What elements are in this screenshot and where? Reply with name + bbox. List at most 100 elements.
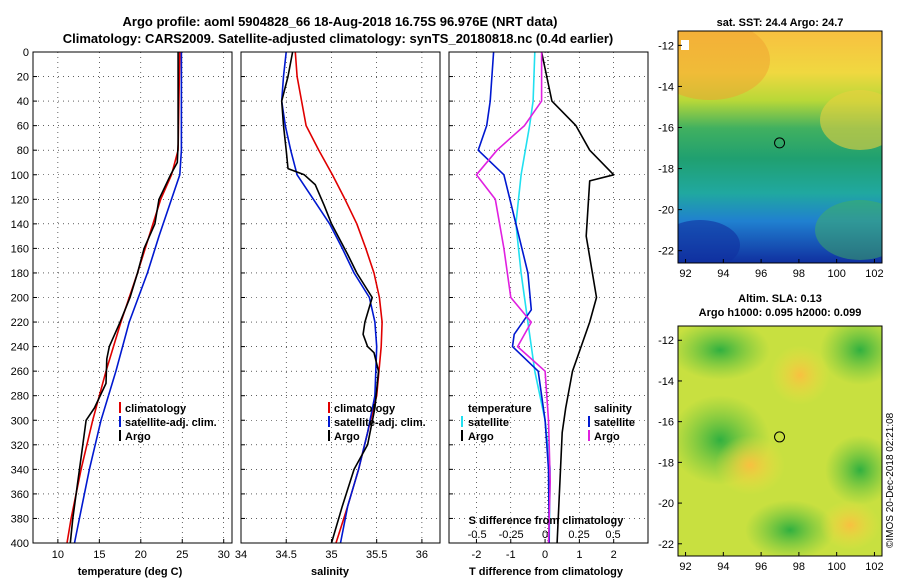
- lat-tick-label: -22: [658, 246, 674, 258]
- salinity-legend: climatology satellite-adj. clim. Argo: [328, 402, 426, 443]
- lon-tick-label: 98: [793, 561, 805, 573]
- lat-tick-label: -18: [658, 164, 674, 176]
- x-tick-label: -2: [472, 549, 482, 561]
- depth-tick-label: 100: [11, 170, 29, 182]
- s-diff-tick-label: -0.5: [468, 529, 487, 541]
- x-tick-label: 15: [93, 549, 105, 561]
- sla-low-patch: [820, 326, 882, 385]
- lat-tick-label: -14: [658, 81, 674, 93]
- depth-tick-label: 60: [17, 121, 29, 133]
- series-line-satellite-adj-clim-: [280, 51, 378, 544]
- depth-tick-label: 220: [11, 317, 29, 329]
- lon-tick-label: 102: [865, 561, 883, 573]
- salinity-axes-box: [240, 51, 441, 544]
- depth-tick-label: 340: [11, 464, 29, 476]
- temperature-panel: 10 15 20 25 30 temperature (deg C) climatolo…: [32, 51, 233, 578]
- lon-tick-label: 100: [827, 268, 845, 280]
- figure-subtitle: Climatology: CARS2009. Satellite-adjuste…: [63, 31, 614, 46]
- sla-map-frame: [677, 325, 883, 557]
- sst-map: sat. SST: 24.4 Argo: 24.7 -12 -14 -16 -18 -2…: [658, 17, 884, 280]
- legend-climatology: climatology: [334, 403, 396, 415]
- sla-lat-ticks: -12 -14 -16 -18 -20 -22: [658, 335, 682, 551]
- sla-map-title: Altim. SLA: 0.13: [738, 293, 822, 305]
- s-diff-tick-label: -0.25: [499, 529, 524, 541]
- sst-cool-patch: [815, 200, 882, 260]
- x-tick-label: 34: [235, 549, 247, 561]
- salinity-xlabel: salinity: [311, 566, 350, 578]
- temperature-grid: [33, 51, 232, 544]
- depth-tick-label: 120: [11, 194, 29, 206]
- sla-map-subtitle: Argo h1000: 0.095 h2000: 0.099: [699, 307, 862, 319]
- sst-warm-patch: [678, 31, 770, 100]
- salinity-panel: 34 34.5 35 35.5 36 salinity climatology sate…: [235, 51, 441, 578]
- s-diff-tick-label: 0: [542, 529, 548, 541]
- sst-land-mask: [681, 40, 689, 50]
- argo-location-marker: [774, 431, 786, 443]
- series-line-argo: [280, 51, 380, 544]
- lat-tick-label: -18: [658, 457, 674, 469]
- x-tick-label: 1: [576, 549, 582, 561]
- temperature-series: [66, 51, 183, 544]
- salinity-x-ticks: 34 34.5 35 35.5 36: [235, 549, 428, 561]
- temperature-x-ticks: 10 15 20 25 30: [52, 549, 230, 561]
- sst-cold-patch: [678, 220, 740, 263]
- legend-climatology: climatology: [125, 403, 187, 415]
- salinity-series: [280, 51, 383, 544]
- legend-s-argo: Argo: [594, 431, 620, 443]
- x-tick-label: 20: [135, 549, 147, 561]
- lon-tick-label: 98: [793, 268, 805, 280]
- legend-t-argo: Argo: [468, 431, 494, 443]
- sla-high-patch: [820, 500, 880, 550]
- x-tick-label: 35: [325, 549, 337, 561]
- difference-series: [475, 51, 615, 544]
- depth-tick-label: 320: [11, 440, 29, 452]
- x-tick-label: 30: [218, 549, 230, 561]
- depth-tick-label: 40: [17, 96, 29, 108]
- temperature-axes-box: [32, 51, 233, 544]
- s-difference-ticks: -0.5 -0.25 0 0.25 0.5: [468, 529, 621, 541]
- legend-s-satellite: satellite: [594, 417, 635, 429]
- sst-map-frame: [677, 30, 883, 264]
- depth-tick-label: 280: [11, 391, 29, 403]
- difference-x-ticks: -2 -1 0 1 2: [472, 549, 617, 561]
- x-tick-label: 0: [542, 549, 548, 561]
- legend-argo: Argo: [334, 431, 360, 443]
- series-line-s-argo: [475, 52, 551, 544]
- lon-tick-label: 102: [865, 268, 883, 280]
- lat-tick-label: -20: [658, 498, 674, 510]
- lon-tick-label: 96: [755, 561, 767, 573]
- lat-tick-label: -16: [658, 417, 674, 429]
- depth-tick-label: 0: [23, 47, 29, 59]
- sst-lon-ticks: 92 94 96 98 100 102: [679, 259, 884, 280]
- depth-tick-label: 300: [11, 415, 29, 427]
- s-diff-tick-label: 0.5: [605, 529, 620, 541]
- depth-tick-label: 400: [11, 538, 29, 550]
- figure-title: Argo profile: aoml 5904828_66 18-Aug-201…: [123, 14, 558, 29]
- series-line-s-satellite: [477, 51, 550, 544]
- legend-satellite: satellite-adj. clim.: [334, 417, 426, 429]
- lon-tick-label: 94: [717, 268, 729, 280]
- difference-xlabel: T difference from climatology: [469, 566, 624, 578]
- lat-tick-label: -16: [658, 122, 674, 134]
- legend-argo: Argo: [125, 431, 151, 443]
- series-line-satellite-adj-clim-: [73, 52, 183, 544]
- lon-tick-label: 92: [679, 561, 691, 573]
- sla-high-patch: [715, 435, 785, 495]
- legend-satellite: satellite-adj. clim.: [125, 417, 217, 429]
- lat-tick-label: -14: [658, 376, 674, 388]
- legend-salinity-heading: salinity: [594, 403, 633, 415]
- x-tick-label: 25: [176, 549, 188, 561]
- x-tick-label: 36: [416, 549, 428, 561]
- sst-lat-ticks: -12 -14 -16 -18 -20 -22: [658, 40, 682, 258]
- temperature-legend: climatology satellite-adj. clim. Argo: [119, 402, 217, 443]
- depth-tick-label: 260: [11, 366, 29, 378]
- series-line-argo: [69, 52, 179, 544]
- lon-tick-label: 100: [827, 561, 845, 573]
- lat-tick-label: -12: [658, 335, 674, 347]
- temperature-xlabel: temperature (deg C): [78, 566, 183, 578]
- x-tick-label: 10: [52, 549, 64, 561]
- depth-tick-label: 240: [11, 342, 29, 354]
- argo-location-marker: [774, 137, 786, 149]
- s-difference-label: S difference from climatology: [469, 515, 625, 527]
